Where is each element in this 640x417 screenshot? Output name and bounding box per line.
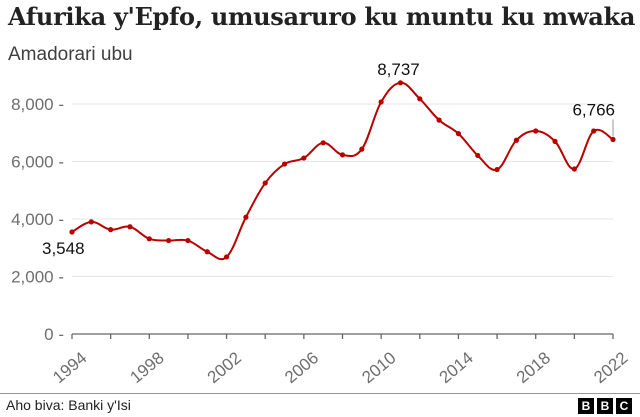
data-point — [455, 131, 462, 137]
y-tick-label: 8,000 - — [11, 95, 64, 114]
x-tick-label: 2018 — [513, 348, 554, 387]
data-point — [378, 99, 384, 105]
x-tick-label: 1998 — [127, 348, 168, 387]
bbc-logo: B B C — [578, 398, 632, 414]
y-tick-label: 2,000 - — [11, 268, 64, 287]
data-point — [359, 146, 365, 152]
x-axis: 1994 1998 2002 2006 2010 2014 2018 2022 — [49, 333, 631, 387]
data-point — [494, 166, 500, 173]
bbc-logo-letter: B — [578, 398, 594, 414]
data-point — [610, 136, 616, 143]
data-point — [243, 214, 249, 220]
y-tick-label: 6,000 - — [11, 153, 64, 172]
data-point — [223, 254, 230, 260]
line-chart: 0 - 2,000 - 4,000 - 6,000 - 8,000 - 1994 1998… — [11, 60, 631, 387]
data-point — [146, 236, 152, 242]
data-point — [108, 227, 114, 233]
data-point — [69, 229, 75, 235]
annotation-label: 3,548 — [42, 239, 85, 258]
data-point — [185, 237, 191, 244]
gridlines — [72, 103, 613, 277]
x-tick-label: 1994 — [49, 348, 90, 387]
data-point — [301, 155, 307, 161]
annotation-label: 8,737 — [377, 60, 420, 79]
data-point — [281, 161, 288, 167]
data-points — [69, 80, 616, 260]
data-point — [533, 128, 539, 134]
x-tick-label: 2006 — [281, 348, 322, 387]
data-point — [552, 138, 558, 144]
data-point — [571, 166, 577, 172]
annotation-label: 6,766 — [572, 100, 615, 119]
source-text: Aho biva: Banki y'Isi — [6, 397, 131, 413]
data-point — [88, 219, 94, 225]
data-point — [591, 128, 597, 134]
data-point — [339, 152, 346, 158]
data-point — [513, 137, 519, 143]
data-point — [436, 117, 442, 123]
data-point — [397, 80, 404, 86]
data-line — [71, 81, 614, 261]
data-point — [475, 152, 481, 159]
bbc-logo-letter: C — [616, 398, 632, 414]
bbc-logo-letter: B — [597, 398, 613, 414]
data-point — [262, 180, 268, 186]
y-tick-label: 0 - — [44, 325, 64, 344]
data-point — [204, 249, 210, 255]
x-tick-label: 2014 — [436, 348, 477, 387]
footer-divider — [0, 393, 640, 394]
y-axis: 0 - 2,000 - 4,000 - 6,000 - 8,000 - — [11, 95, 64, 344]
chart-subtitle: Amadorari ubu — [8, 44, 133, 65]
y-tick-label: 4,000 - — [11, 210, 64, 229]
data-point — [320, 140, 326, 146]
data-point — [417, 96, 423, 102]
x-tick-label: 2010 — [358, 348, 399, 387]
chart-title: Afurika y'Epfo, umusaruro ku muntu ku mw… — [8, 2, 636, 31]
annotations: 3,548 8,737 6,766 — [42, 60, 615, 258]
x-tick-label: 2022 — [590, 348, 631, 387]
data-point — [127, 224, 133, 230]
data-point — [166, 237, 172, 244]
x-tick-label: 2002 — [204, 348, 245, 387]
